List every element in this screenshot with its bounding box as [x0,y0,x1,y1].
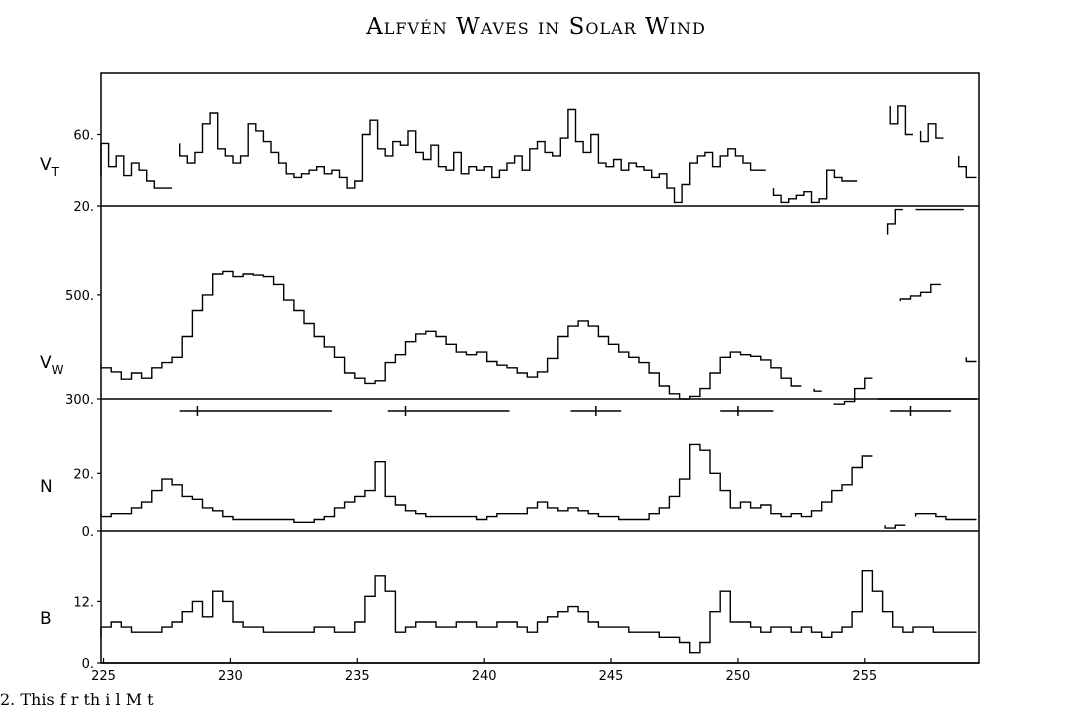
x-tick-label: 230 [218,669,243,684]
series-v-w-segment-1 [813,388,822,392]
series-v-t [100,108,858,204]
x-tick-label: 240 [472,669,497,684]
series-v-w [100,270,802,400]
series-v-t-segment-2 [919,123,944,143]
series-n-segment-1 [884,524,906,529]
series-v-w-segment-3 [899,283,941,302]
caption-fragment: 2. This f r th i l M t [0,690,154,709]
series-v-t-segment-3 [958,155,977,179]
chart-title: Alfvén Waves in Solar Wind [366,14,706,40]
y-tick-label-n: 0. [82,525,94,540]
y-tick-label-v-w: 500. [65,289,94,304]
y-tick-label-b: 12. [73,595,94,610]
panel-label-b: B [40,609,52,629]
x-tick-label: 235 [345,669,370,684]
x-tick-label: 225 [91,669,116,684]
series-v-w-segment-2 [833,377,873,405]
panel-label-v-w: VW [40,353,64,377]
series-n [100,443,873,523]
y-tick-label-n: 20. [73,467,94,482]
y-tick-label-v-w: 300. [65,393,94,408]
series-b [100,570,977,654]
series-v-w-segment-4 [965,357,977,363]
panel-label-v-t: VT [40,155,60,179]
y-tick-label-b: 0. [82,657,94,672]
x-tick-label: 245 [599,669,624,684]
series-v-t-segment-1 [889,105,913,136]
series-v-t-segment-4 [886,208,903,235]
panel-label-n: N [40,477,53,497]
series-n-segment-2 [914,513,977,521]
x-tick-label: 250 [726,669,751,684]
x-tick-label: 255 [852,669,877,684]
y-tick-label-v-t: 60. [73,128,94,143]
y-tick-label-v-t: 20. [73,200,94,215]
